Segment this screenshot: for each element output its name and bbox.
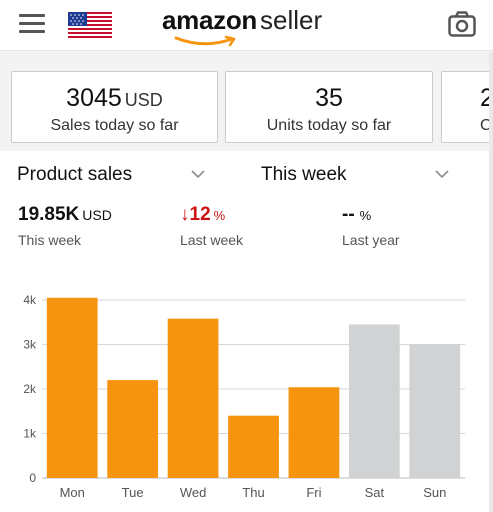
period-dropdown[interactable]: This week [261,164,461,190]
app-header: amazon seller [0,0,493,51]
amazon-smile-icon [174,35,236,47]
x-tick-label: Sun [423,485,446,500]
bar-thu [228,415,279,478]
logo-wordmark: amazon [162,5,258,35]
x-tick-label: Mon [60,485,85,500]
partial-card-label: C [480,117,492,134]
this-week-label: This week [18,232,82,248]
y-tick-label: 4k [23,293,37,307]
metric-dropdown-value: Product sales [17,164,133,185]
last-week-change-value: 12 [189,204,211,225]
down-arrow-icon: ↓ [180,204,190,225]
units-today-label: Units today so far [266,117,392,134]
x-tick-label: Sat [365,485,385,500]
x-tick-label: Thu [242,485,264,500]
bar-mon [46,297,98,478]
y-tick-label: 2k [23,382,37,396]
y-tick-label: 3k [23,338,37,352]
right-edge-shadow [489,52,493,512]
y-tick-label: 0 [29,471,36,485]
last-week-label: Last week [180,232,244,248]
period-dropdown-value: This week [261,164,347,185]
last-week-metric: ↓12% Last week [180,204,243,248]
chevron-down-icon [435,170,449,179]
us-flag-icon[interactable] [68,12,112,38]
weekly-sales-bar-chart: 0 1k 2k 3k 4k Mon Tue Wed Thu Fri Sat Sun [23,293,465,500]
hamburger-menu-icon[interactable] [19,14,47,34]
last-year-metric: --% Last year [342,204,400,248]
this-week-currency: USD [82,207,112,223]
logo-suffix: seller [260,5,323,35]
sales-today-label: Sales today so far [50,117,179,134]
last-year-label: Last year [342,232,400,248]
x-tick-label: Wed [180,485,207,500]
sales-today-value: 3045 [66,84,122,112]
y-tick-label: 1k [23,427,37,441]
metric-dropdown[interactable]: Product sales [17,164,215,190]
sales-today-card[interactable]: 3045 USD Sales today so far [11,71,218,143]
last-week-percent: % [213,208,226,223]
this-week-value: 19.85K [18,204,80,225]
bar-sat [348,324,400,478]
today-summary-strip[interactable]: 3045 USD Sales today so far 35 Units toda… [0,51,493,151]
bar-wed [167,318,219,478]
units-today-card[interactable]: 35 Units today so far [225,71,433,143]
sales-today-currency: USD [124,90,163,110]
bar-sun [409,344,461,478]
bar-tue [107,380,159,478]
last-year-percent: % [359,208,372,223]
this-week-metric: 19.85K USD This week [18,204,112,248]
bar-fri [288,387,340,478]
partial-summary-card[interactable]: 2 C [441,71,493,143]
camera-icon[interactable] [448,11,476,37]
x-tick-label: Fri [306,485,321,500]
units-today-value: 35 [315,84,343,112]
last-year-change-value: -- [342,204,355,225]
chevron-down-icon [191,170,205,179]
x-tick-label: Tue [122,485,144,500]
